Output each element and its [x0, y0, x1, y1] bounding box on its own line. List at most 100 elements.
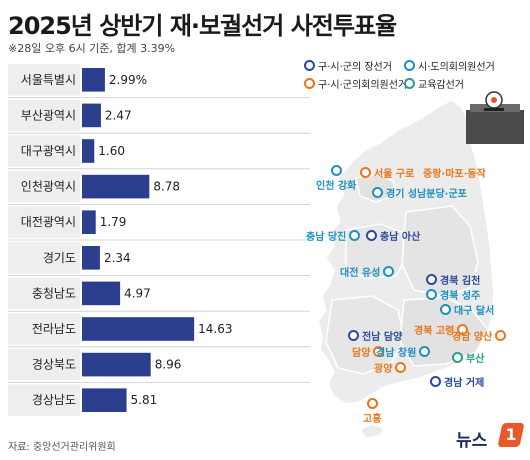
district-marker-icon [330, 165, 342, 176]
bar-value-label: 8.78 [153, 180, 180, 194]
map-label-text: 중랑·마포·동작 [423, 169, 486, 180]
category-label: 경기도 [43, 251, 76, 265]
category-label-bg [8, 384, 80, 416]
bar-value-label: 14.63 [198, 322, 232, 336]
bar-value-label: 1.60 [98, 144, 125, 158]
category-label: 대전광역시 [21, 215, 76, 229]
map-label: 전남 담양 [348, 328, 402, 343]
map-label-text: 인천 강화 [316, 181, 357, 192]
map-label: 대전 유성 [340, 264, 397, 279]
district-marker-icon [373, 346, 385, 357]
district-marker-icon [366, 398, 378, 409]
map-label-text: 부산 [466, 354, 485, 365]
category-label: 부산광역시 [21, 108, 76, 122]
bar [82, 210, 96, 234]
map-label: 충남 당진 [306, 228, 363, 243]
district-marker-icon [440, 304, 451, 315]
legend-label: 구·시·군의회의원선거 [318, 80, 408, 91]
bar [82, 103, 101, 128]
district-marker-icon [457, 324, 469, 335]
map-label-text: 경북 성주 [440, 291, 481, 302]
bar-value-label: 1.79 [100, 215, 127, 229]
district-marker-icon [419, 346, 431, 357]
map-label: 경북 고령 [414, 322, 471, 337]
map-label: 경남 거제 [430, 374, 484, 389]
legend-marker-icon [404, 60, 415, 71]
ballot-box [466, 91, 524, 144]
legend-label: 구·시·군의 장선거 [318, 62, 392, 73]
category-label-bg [8, 64, 80, 96]
district-marker-icon [495, 330, 507, 341]
category-label-bg [8, 170, 80, 203]
bar [82, 317, 195, 341]
chart-title: 2025년 상반기 재·보궐선거 사전투표율 [8, 12, 397, 40]
legend-label: 시·도의회의원선거 [418, 62, 495, 73]
legend-item: 교육감선거 [404, 76, 464, 91]
news1-logo: 뉴스 [456, 431, 488, 451]
category-label-bg [8, 313, 80, 345]
category-label-bg [8, 135, 80, 167]
map-label-text: 경남 거제 [444, 378, 485, 389]
district-marker-icon [372, 187, 383, 198]
chart-subtitle: ※28일 오후 6시 기준, 합계 3.39% [8, 42, 176, 55]
bar-value-label: 4.97 [124, 286, 151, 300]
map-label-text: 충남 아산 [380, 232, 421, 243]
bar [82, 139, 95, 163]
bar-value-label: 2.34 [104, 251, 131, 265]
category-label-bg [8, 242, 80, 274]
district-marker-icon [426, 289, 437, 300]
category-label: 전라남도 [32, 322, 76, 336]
category-label-bg [8, 99, 80, 132]
map-label-text: 서울 구로 [374, 169, 415, 180]
category-label: 충청남도 [32, 286, 76, 300]
map-label-text: 대전 유성 [340, 268, 381, 279]
map-label: 담양 [352, 344, 387, 359]
map-label-text: 경북 고령 [414, 326, 455, 337]
category-label-bg [8, 348, 80, 381]
bar [82, 388, 127, 412]
map-label: 대구 달서 [440, 302, 494, 317]
map-label-text: 담양 [352, 348, 371, 359]
category-label-bg [8, 206, 80, 238]
legend-label: 교육감선거 [418, 80, 464, 91]
map-label: 충남 아산 [366, 228, 420, 243]
map-label: 경남 양산 [452, 328, 509, 343]
district-marker-icon [426, 274, 437, 285]
source-note: 자료: 중앙선거관리위원회 [8, 442, 116, 453]
map-label: 중랑·마포·동작 [423, 165, 486, 180]
category-label: 경상남도 [32, 393, 76, 407]
category-label-bg [8, 277, 80, 310]
category-label: 서울특별시 [21, 73, 76, 87]
map-label-text: 대구 달서 [454, 306, 495, 317]
map-label: 경기 성남분당·군포 [372, 185, 467, 200]
map-label: 서울 구로 [360, 165, 414, 180]
legend-marker-icon [404, 78, 415, 89]
district-marker-icon [395, 362, 407, 373]
district-marker-icon [430, 376, 441, 387]
category-label: 대구광역시 [21, 144, 76, 158]
map-label-text: 경기 성남분당·군포 [386, 189, 467, 200]
map-label: 경북 성주 [426, 287, 480, 302]
bar-value-label: 2.47 [105, 108, 132, 122]
bar [82, 68, 105, 92]
map-label: 경남 창원 [376, 344, 433, 359]
bar-value-label: 5.81 [131, 393, 158, 407]
map-label-text: 고흥 [363, 414, 382, 425]
legend-marker-icon [304, 60, 315, 71]
map-label-text: 경남 창원 [376, 348, 417, 359]
category-label: 경상북도 [32, 358, 76, 372]
map-label: 인천 강화 [316, 165, 356, 192]
district-marker-icon [452, 352, 463, 363]
bar [82, 281, 121, 306]
district-marker-icon [349, 230, 361, 241]
map-label: 고흥 [363, 398, 381, 425]
bar [82, 352, 151, 377]
legend-item: 구·시·군의 장선거 [304, 58, 392, 73]
bar [82, 246, 100, 270]
map-label-text: 광양 [374, 364, 393, 375]
bar-value-label: 2.99% [109, 73, 147, 87]
district-marker-icon [360, 167, 371, 178]
news1-logo-mark: 1 [497, 423, 525, 447]
map-label-text: 충남 당진 [306, 232, 347, 243]
